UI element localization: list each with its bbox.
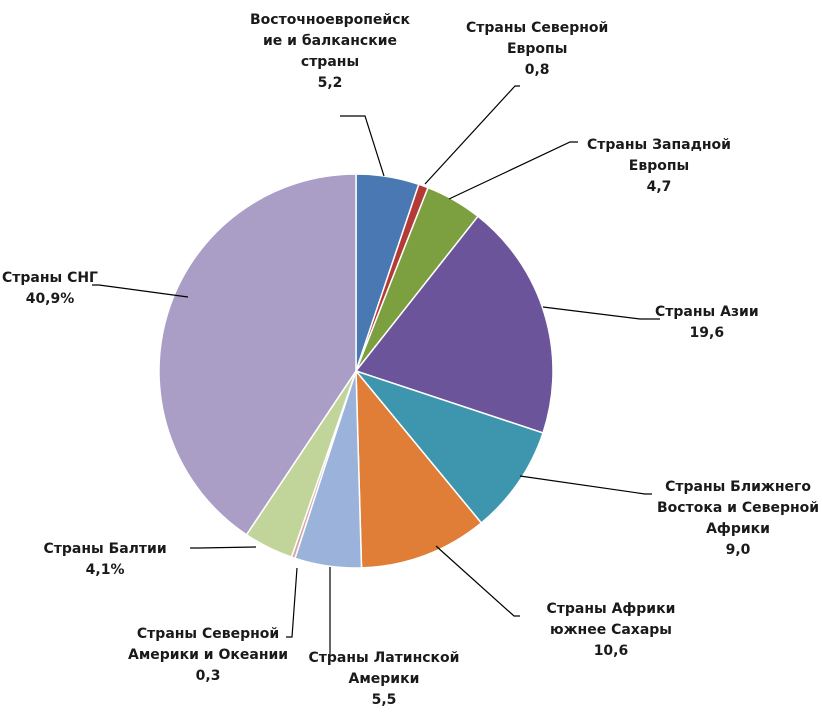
pie-slice-4 xyxy=(353,369,544,525)
slice-value-label: 4,1% xyxy=(85,562,125,578)
leader-line-0 xyxy=(340,115,385,177)
slice-label-text: Страны СНГ xyxy=(2,270,98,286)
leader-line-1 xyxy=(424,85,520,185)
slice-label-text: Страны Северной xyxy=(466,20,609,36)
slice-label-text: Америки xyxy=(348,671,420,687)
leader-line-3 xyxy=(542,306,660,320)
leader-line-4 xyxy=(519,475,652,495)
slice-label-4: Страны Ближнего Востока и Северной Африки 9… xyxy=(657,477,819,561)
slice-label-text: Страны Азии xyxy=(655,304,759,320)
slice-label-0: Восточноевропейск ие и балканские страны 5,… xyxy=(250,10,410,94)
slice-value-label: 5,2 xyxy=(317,75,343,91)
slice-label-text: Европы xyxy=(628,158,690,174)
slice-value-label: 40,9% xyxy=(25,291,75,307)
pie-slice-9 xyxy=(158,173,357,536)
slice-label-2: Страны Западной Европы 4,7 xyxy=(587,135,731,198)
slice-value-label: 0,3 xyxy=(195,668,221,684)
slice-label-text: Европы xyxy=(506,41,568,57)
slice-value-label: 5,5 xyxy=(371,692,397,708)
slice-label-text: южнее Сахары xyxy=(549,622,672,638)
slice-label-text: Восточноевропейск xyxy=(250,12,410,28)
pie-slice-5 xyxy=(355,368,483,569)
slice-value-label: 10,6 xyxy=(593,643,629,659)
slice-value-label: 9,0 xyxy=(725,542,751,558)
slice-label-1: Страны Северной Европы 0,8 xyxy=(466,18,608,81)
slice-label-3: Страны Азии 19,6 xyxy=(655,302,759,344)
slice-label-text: Африки xyxy=(706,521,770,537)
slice-label-text: Востока и Северной xyxy=(657,500,820,516)
slice-label-text: Страны Латинской xyxy=(308,650,460,666)
slice-value-label: 4,7 xyxy=(646,179,672,195)
slice-label-text: Америки и Океании xyxy=(128,647,289,663)
slice-label-7: Страны Северной Америки и Океании 0,3 xyxy=(128,624,288,687)
slice-label-9: Страны СНГ 40,9% xyxy=(2,268,98,310)
leader-line-9 xyxy=(92,284,189,298)
leader-line-7 xyxy=(286,567,298,638)
leader-lines xyxy=(92,85,660,655)
slice-label-text: ие и балканские xyxy=(262,33,398,49)
slice-label-6: Страны Латинской Америки 5,5 xyxy=(309,648,460,711)
leader-line-2 xyxy=(448,141,578,200)
slice-label-text: Страны Ближнего xyxy=(665,479,811,495)
slice-label-text: страны xyxy=(300,54,360,70)
slice-label-text: Страны Северной xyxy=(136,626,280,642)
slice-value-label: 19,6 xyxy=(689,325,725,341)
slice-label-5: Страны Африки южнее Сахары 10,6 xyxy=(547,599,676,662)
leader-line-5 xyxy=(435,545,520,617)
slice-label-text: Страны Балтии xyxy=(43,541,167,557)
leader-line-8 xyxy=(190,546,257,549)
slice-label-text: Страны Западной xyxy=(587,137,731,153)
pie-slice-3 xyxy=(354,215,554,434)
slice-label-text: Страны Африки xyxy=(546,601,676,617)
pie-slices xyxy=(158,173,554,569)
slice-label-8: Страны Балтии 4,1% xyxy=(44,539,167,581)
slice-value-label: 0,8 xyxy=(524,62,550,78)
